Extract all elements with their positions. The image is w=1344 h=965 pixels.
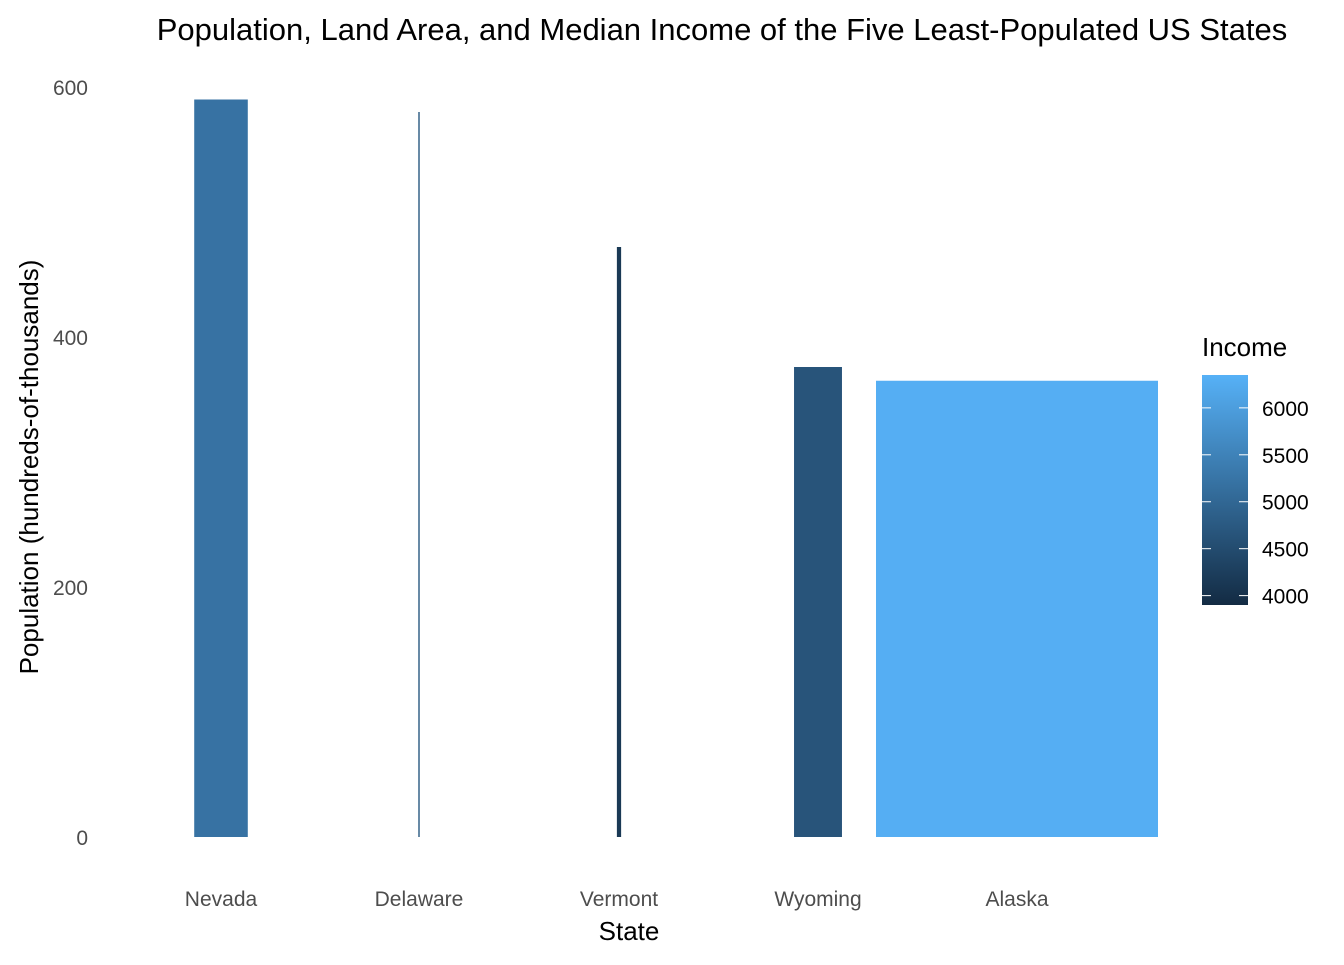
y-tick-label: 0 xyxy=(76,827,88,850)
x-tick-label: Wyoming xyxy=(774,888,861,911)
y-axis-ticks: 0 200 400 600 xyxy=(53,77,88,850)
legend-colorbar xyxy=(1202,375,1248,605)
chart-title: Population, Land Area, and Median Income… xyxy=(157,12,1288,47)
legend-tick-label: 5500 xyxy=(1262,445,1309,468)
legend-tick-label: 6000 xyxy=(1262,398,1309,421)
x-axis-ticks: Nevada Delaware Vermont Wyoming Alaska xyxy=(185,888,1049,911)
legend: Income 6000 5500 5000 4500 4000 xyxy=(1202,332,1309,609)
bar-vermont xyxy=(616,247,622,837)
x-tick-label: Alaska xyxy=(985,888,1048,911)
legend-ticks: 6000 5500 5000 4500 4000 xyxy=(1202,398,1309,609)
legend-title: Income xyxy=(1202,332,1287,362)
y-tick-label: 600 xyxy=(53,77,88,100)
bars-group xyxy=(194,99,1158,837)
x-tick-label: Nevada xyxy=(185,888,258,911)
legend-tick-label: 5000 xyxy=(1262,492,1309,515)
x-axis-label: State xyxy=(599,916,660,946)
y-axis-label: Population (hundreds-of-thousands) xyxy=(14,260,44,675)
y-tick-label: 400 xyxy=(53,327,88,350)
bar-wyoming xyxy=(794,367,842,837)
bar-alaska xyxy=(876,380,1158,837)
bar-nevada xyxy=(194,99,248,837)
legend-tick-label: 4000 xyxy=(1262,586,1309,609)
x-tick-label: Delaware xyxy=(375,888,464,911)
x-tick-label: Vermont xyxy=(580,888,658,911)
y-tick-label: 200 xyxy=(53,577,88,600)
legend-tick-label: 4500 xyxy=(1262,539,1309,562)
bar-delaware xyxy=(418,112,420,837)
